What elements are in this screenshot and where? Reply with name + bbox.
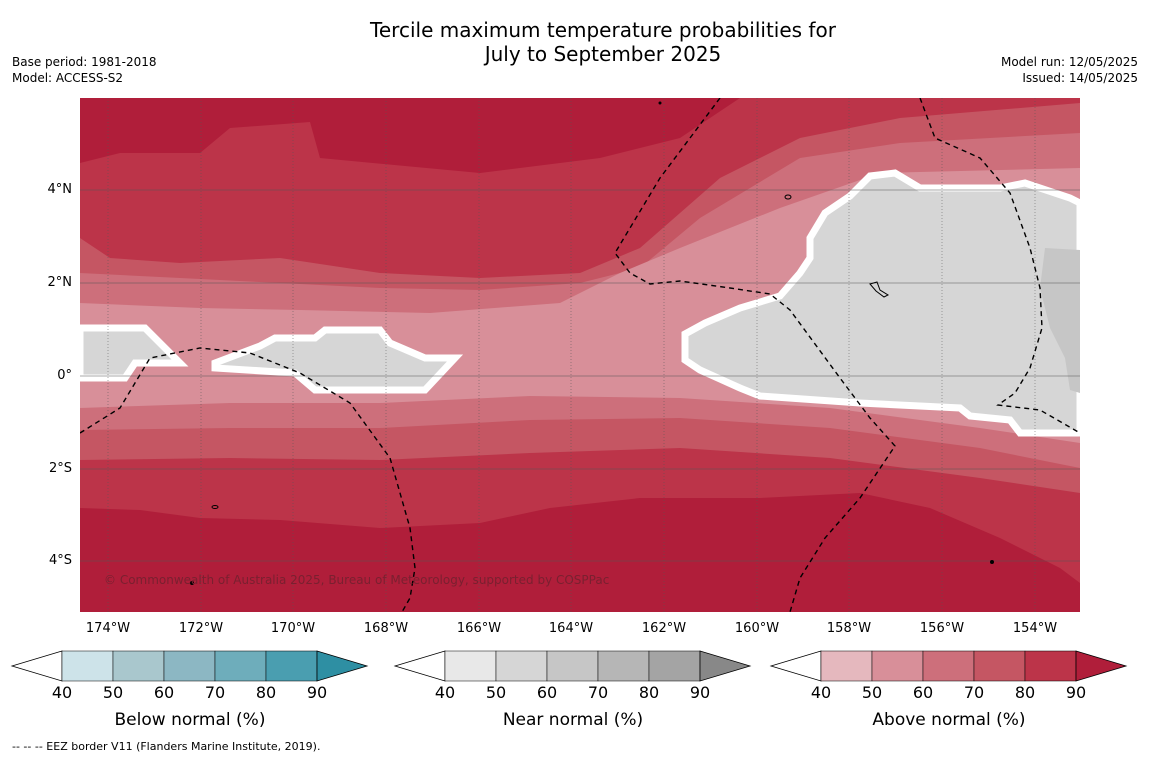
- lon-label: 166°W: [456, 621, 502, 636]
- map-title: Tercile maximum temperature probabilitie…: [0, 18, 1150, 66]
- near-normal-west: [80, 324, 189, 382]
- lat-label: 2°S: [48, 461, 72, 476]
- lon-label: 168°W: [363, 621, 409, 636]
- map-area: [80, 98, 1080, 612]
- legend-title: Above normal (%): [872, 710, 1026, 730]
- lat-label: 2°N: [47, 275, 73, 290]
- probability-map: [80, 98, 1080, 612]
- legend-title: Below normal (%): [114, 710, 266, 730]
- tick-label: 50: [861, 683, 883, 702]
- eez-footnote: -- -- -- EEZ border V11 (Flanders Marine…: [12, 740, 321, 753]
- colorbar-segment: [597, 650, 650, 682]
- eez-borders: [80, 98, 1080, 612]
- colorbar-segment: [871, 650, 924, 682]
- tick-label: 50: [102, 683, 124, 702]
- model-run: Model run: 12/05/2025: [1000, 55, 1138, 69]
- title-line-1: Tercile maximum temperature probabilitie…: [370, 18, 836, 42]
- colorbar-extend-high: [316, 650, 369, 682]
- colorbar-segment: [1024, 650, 1077, 682]
- lon-label: 154°W: [1012, 621, 1058, 636]
- colorbar-segment: [214, 650, 267, 682]
- band-south-80-90: [80, 493, 1080, 612]
- near-normal-east-60-70: [1040, 248, 1080, 393]
- tick-label: 60: [153, 683, 175, 702]
- colorbar-segment: [265, 650, 318, 682]
- colorbar-extend-high: [1075, 650, 1128, 682]
- tick-label: 70: [204, 683, 226, 702]
- colorbar-extend-low: [393, 650, 446, 682]
- copyright-notice: © Commonwealth of Australia 2025, Bureau…: [104, 573, 610, 587]
- lon-label: 162°W: [641, 621, 687, 636]
- colorbar-segment: [444, 650, 497, 682]
- meta-left: Base period: 1981-2018 Model: ACCESS-S2: [12, 54, 157, 86]
- title-line-2: July to September 2025: [484, 42, 722, 66]
- legend-near-normal: 40 50 60 70 80 90 Near normal (%): [393, 650, 753, 730]
- colorbar-extend-low: [769, 650, 822, 682]
- tick-label: 60: [912, 683, 934, 702]
- colorbar-segment: [546, 650, 599, 682]
- lat-label: 4°S: [48, 553, 72, 568]
- graticule: [80, 98, 1080, 612]
- tick-label: 90: [1065, 683, 1087, 702]
- lon-label: 164°W: [548, 621, 594, 636]
- lon-label: 174°W: [85, 621, 131, 636]
- lon-label: 158°W: [826, 621, 872, 636]
- colorbar-segment: [820, 650, 873, 682]
- colorbar-extend-low: [10, 650, 63, 682]
- model-name: Model: ACCESS-S2: [12, 71, 124, 85]
- colorbar-segment: [163, 650, 216, 682]
- meta-right: Model run: 12/05/2025 Issued: 14/05/2025: [1001, 54, 1138, 86]
- near-normal-east: [681, 169, 1080, 437]
- tick-label: 40: [434, 683, 456, 702]
- tick-label: 40: [51, 683, 73, 702]
- tick-label: 80: [1014, 683, 1036, 702]
- lat-label: 4°N: [47, 182, 73, 197]
- base-period: Base period: 1981-2018: [12, 55, 157, 69]
- legend-above-normal: 40 50 60 70 80 90 Above normal (%): [769, 650, 1129, 730]
- tick-label: 40: [810, 683, 832, 702]
- colorbar-segment: [61, 650, 114, 682]
- tick-label: 90: [689, 683, 711, 702]
- tick-label: 80: [255, 683, 277, 702]
- lon-label: 156°W: [919, 621, 965, 636]
- colorbar-near-normal: [393, 650, 752, 682]
- islands: [190, 101, 994, 585]
- tick-label: 80: [638, 683, 660, 702]
- colorbar-segment: [112, 650, 165, 682]
- colorbar-below-normal: [10, 650, 369, 682]
- lon-label: 170°W: [270, 621, 316, 636]
- tick-label: 60: [536, 683, 558, 702]
- colorbar-segment: [973, 650, 1026, 682]
- tick-label: 70: [963, 683, 985, 702]
- colorbar-segment: [648, 650, 701, 682]
- tick-label: 70: [587, 683, 609, 702]
- legend-title: Near normal (%): [502, 710, 644, 730]
- lon-label: 160°W: [734, 621, 780, 636]
- tick-label: 50: [485, 683, 507, 702]
- tick-label: 90: [306, 683, 328, 702]
- issued-date: Issued: 14/05/2025: [1022, 71, 1138, 85]
- lat-label: 0°: [57, 368, 72, 383]
- colorbar-extend-high: [699, 650, 752, 682]
- colorbar-above-normal: [769, 650, 1128, 682]
- lon-label: 172°W: [178, 621, 224, 636]
- colorbar-segment: [495, 650, 548, 682]
- legend-below-normal: 40 50 60 70 80 90 Below normal (%): [10, 650, 370, 730]
- colorbar-segment: [922, 650, 975, 682]
